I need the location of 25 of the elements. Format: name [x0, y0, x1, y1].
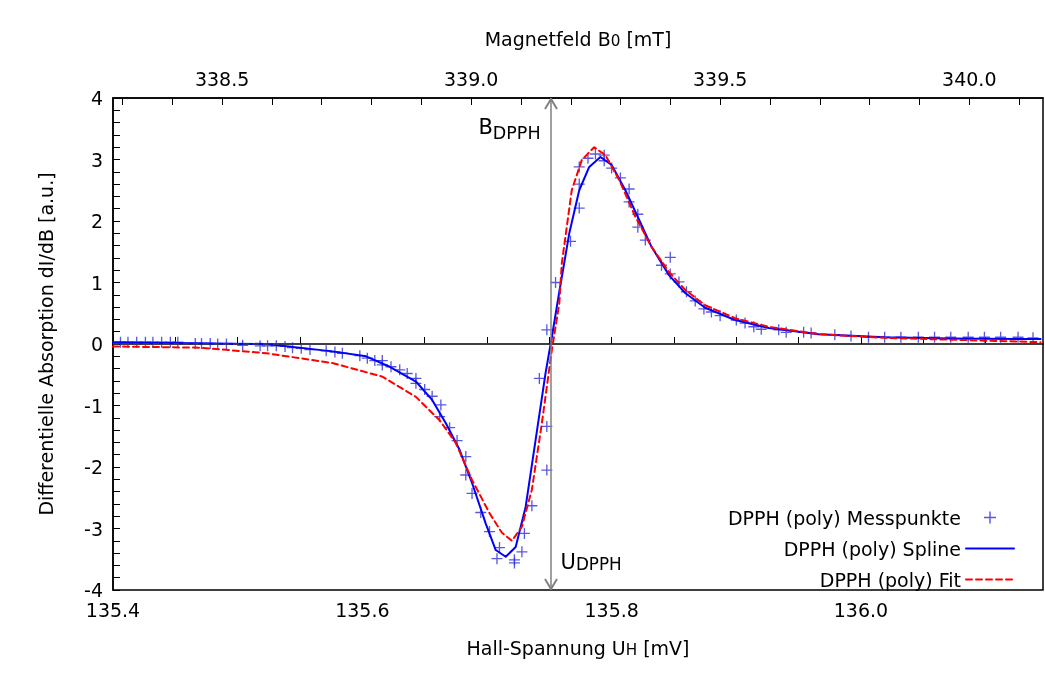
x-tick-label: 135.4	[85, 598, 141, 621]
annotation: B$_{DPPH}$	[478, 114, 541, 146]
x2-tick-label: 338.5	[194, 67, 250, 90]
y-tick-label: -3	[84, 517, 103, 540]
x2-tick-label: 339.0	[443, 67, 499, 90]
y-tick-label: 2	[90, 210, 103, 232]
y-tick-label: -1	[84, 394, 103, 417]
y-axis-title: Differentielle Absorption dI/dB [a.u.]	[34, 172, 57, 516]
y-tick-label: 4	[90, 87, 103, 109]
legend-label: DPPH (poly) Spline	[783, 537, 961, 560]
x-tick-label: 135.6	[335, 598, 390, 621]
y-tick-label: 0	[90, 333, 103, 355]
y-tick-label: -4	[84, 579, 103, 601]
y-tick-label: 3	[90, 148, 103, 171]
x-axis-title: Hall-Spannung UH [mV]	[466, 636, 690, 659]
y-tick-label: 1	[90, 271, 103, 294]
x2-axis-title: Magnetfeld B0 [mT]	[484, 27, 672, 50]
ref-line-label: UDPPH	[560, 550, 622, 575]
x2-tick-label: 340.0	[942, 67, 997, 90]
legend-label: DPPH (poly) Messpunkte	[727, 506, 961, 529]
y-tick-label: -2	[84, 456, 103, 478]
x2-tick-label: 339.5	[693, 67, 748, 90]
x-tick-label: 136.0	[833, 598, 889, 621]
x-tick-label: 135.8	[584, 598, 639, 621]
legend-label: DPPH (poly) Fit	[819, 568, 961, 591]
